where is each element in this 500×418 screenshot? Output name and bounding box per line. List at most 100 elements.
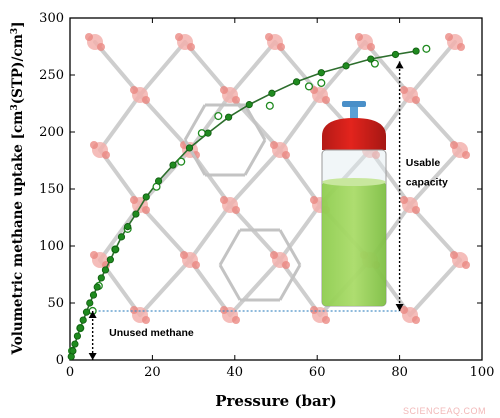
y-tick-label: 300 xyxy=(39,11,64,26)
node-atom xyxy=(322,316,330,324)
node-atom xyxy=(232,206,240,214)
data-markers xyxy=(67,44,431,361)
node-atom xyxy=(450,251,458,259)
framework-node xyxy=(180,251,200,269)
filled-marker xyxy=(124,223,132,231)
framework-linker xyxy=(228,40,277,97)
open-marker xyxy=(177,157,186,166)
filled-marker xyxy=(342,62,350,70)
framework-linker xyxy=(228,258,282,317)
framework-node xyxy=(265,33,285,51)
framework-linker xyxy=(278,93,322,152)
framework-linker xyxy=(138,258,192,317)
node-atom xyxy=(90,251,98,259)
framework-linker xyxy=(98,148,142,207)
filled-marker xyxy=(367,55,375,63)
filled-marker xyxy=(117,233,126,241)
open-marker xyxy=(422,44,431,53)
filled-marker xyxy=(169,161,177,169)
framework-linker xyxy=(278,203,322,262)
filled-marker xyxy=(225,113,233,121)
framework-node xyxy=(450,141,470,159)
x-tick-label: 60 xyxy=(309,365,326,380)
framework-linker xyxy=(188,203,232,262)
node-atom xyxy=(277,43,285,51)
filled-marker xyxy=(268,89,276,97)
node-atom xyxy=(355,33,363,41)
node-atom xyxy=(102,151,110,159)
filled-marker xyxy=(317,69,325,77)
node-atom xyxy=(445,33,453,41)
framework-linker xyxy=(408,40,457,97)
framework-linker xyxy=(93,40,142,97)
filled-marker xyxy=(89,291,98,299)
filled-marker xyxy=(412,47,420,55)
open-marker xyxy=(304,82,314,91)
framework-linker xyxy=(138,40,187,97)
node-atom xyxy=(462,261,470,269)
framework-linker xyxy=(408,258,462,317)
node-atom xyxy=(175,33,183,41)
x-axis-title: Pressure (bar) xyxy=(215,392,337,410)
tank-red-top xyxy=(322,118,386,150)
framework-ring xyxy=(243,104,267,141)
open-marker xyxy=(370,59,379,68)
annotation-label: capacity xyxy=(406,177,448,189)
node-atom xyxy=(220,196,228,204)
filled-marker xyxy=(391,50,400,59)
gas-tank-illustration xyxy=(321,101,387,307)
framework-node xyxy=(400,196,420,214)
framework-linker xyxy=(363,40,412,97)
framework-linker xyxy=(278,258,322,317)
node-atom xyxy=(322,96,330,104)
node-atom xyxy=(310,196,318,204)
node-atom xyxy=(232,316,240,324)
framework-node xyxy=(220,196,240,214)
x-axis: 0 20 40 60 80 100 xyxy=(66,18,494,380)
filled-marker xyxy=(204,129,212,137)
arrow-head xyxy=(88,310,97,318)
filled-marker xyxy=(97,274,105,282)
framework-node xyxy=(450,251,470,269)
watermark: SCIENCEAQ.COM xyxy=(402,406,486,416)
framework-node xyxy=(85,33,105,51)
node-atom xyxy=(270,141,278,149)
tank-valve-stem xyxy=(350,106,358,120)
framework-node xyxy=(400,86,420,104)
filled-marker xyxy=(111,245,119,254)
node-atom xyxy=(367,43,375,51)
framework-node xyxy=(270,141,290,159)
node-atom xyxy=(265,33,273,41)
framework-linker xyxy=(368,148,412,207)
framework-node xyxy=(445,33,465,51)
arrow-head xyxy=(88,353,97,360)
tank-valve-handle xyxy=(342,101,366,107)
filled-marker xyxy=(93,283,101,291)
filled-marker xyxy=(101,266,110,274)
y-axis-title: Volumetric methane uptake [cm3(STP)/cm3] xyxy=(10,21,26,355)
filled-marker xyxy=(69,347,77,355)
filled-marker xyxy=(245,101,253,109)
y-tick-label: 250 xyxy=(39,68,64,83)
filled-marker xyxy=(79,316,87,324)
node-atom xyxy=(412,206,420,214)
framework-node xyxy=(175,33,195,51)
framework-node xyxy=(220,86,240,104)
node-atom xyxy=(180,251,188,259)
y-tick-label: 200 xyxy=(39,125,64,140)
open-marker xyxy=(214,111,223,121)
annotation-arrows xyxy=(88,61,404,360)
node-atom xyxy=(270,251,278,259)
framework-linker xyxy=(228,148,282,207)
node-atom xyxy=(310,306,318,314)
x-tick-label: 80 xyxy=(391,365,408,380)
filled-marker xyxy=(132,210,140,218)
framework-linker xyxy=(408,203,462,262)
annotations: Unused methane Usable capacity xyxy=(109,157,448,339)
framework-node xyxy=(355,33,375,51)
framework-ring xyxy=(278,264,302,301)
open-marker xyxy=(317,78,326,88)
filled-marker xyxy=(82,308,91,316)
framework-node xyxy=(220,306,240,324)
node-atom xyxy=(372,151,380,159)
